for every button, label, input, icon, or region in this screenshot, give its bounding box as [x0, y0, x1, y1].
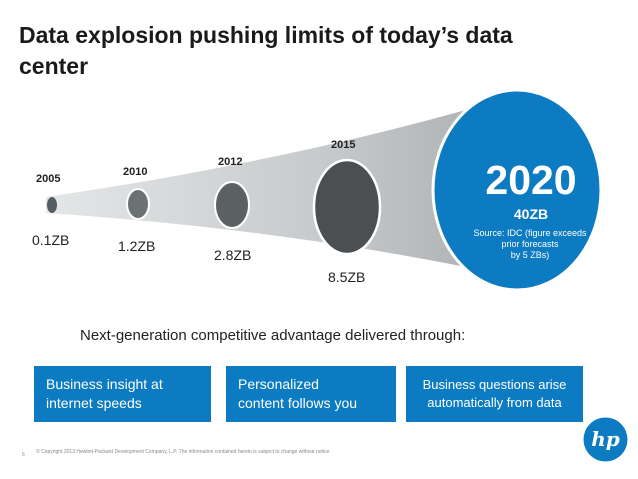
box-business-insight: Business insight at internet speeds: [34, 366, 211, 422]
source-line-2: prior forecasts: [501, 239, 559, 249]
box-1-line-1: Business insight at: [46, 376, 163, 392]
value-2012: 2.8ZB: [214, 247, 252, 263]
bubble-2010: [126, 188, 150, 220]
bubble-2005: [47, 197, 57, 213]
box-personalized-content: Personalized content follows you: [226, 366, 396, 422]
source-line-1: Source: IDC (figure exceeds: [473, 228, 587, 238]
page-title: Data explosion pushing limits of today’s…: [19, 22, 513, 79]
section-subtitle: Next-generation competitive advantage de…: [80, 327, 466, 344]
source-note: Source: IDC (figure exceeds prior foreca…: [455, 228, 605, 261]
source-line-3: by 5 ZBs): [510, 250, 550, 260]
box-3-line-1: Business questions arise: [422, 377, 567, 392]
year-2010: 2010: [123, 166, 148, 178]
value-2015: 8.5ZB: [328, 269, 366, 285]
year-2020: 2020: [485, 157, 577, 203]
year-2005: 2005: [36, 173, 61, 185]
bubble-2015: [312, 158, 382, 256]
box-2-line-1: Personalized: [238, 376, 319, 392]
box-3-line-2: automatically from data: [427, 395, 562, 410]
funnel-shape: [46, 95, 518, 278]
bubble-2012: [214, 181, 250, 229]
copyright-notice: © Copyright 2013 Hewlett-Packard Develop…: [36, 449, 331, 455]
value-2005: 0.1ZB: [32, 232, 70, 248]
logo-text: hp: [591, 427, 620, 451]
value-2010: 1.2ZB: [118, 238, 156, 254]
value-2020: 40ZB: [513, 206, 549, 222]
hp-logo-icon: hp: [583, 417, 628, 462]
year-2012: 2012: [218, 156, 243, 168]
box-2-line-2: content follows you: [238, 395, 358, 411]
page-number: 6: [22, 452, 25, 458]
bubble-2020: [431, 88, 603, 292]
box-business-questions: Business questions arise automatically f…: [406, 366, 583, 422]
year-2015: 2015: [331, 139, 356, 151]
box-1-line-2: internet speeds: [46, 395, 142, 411]
